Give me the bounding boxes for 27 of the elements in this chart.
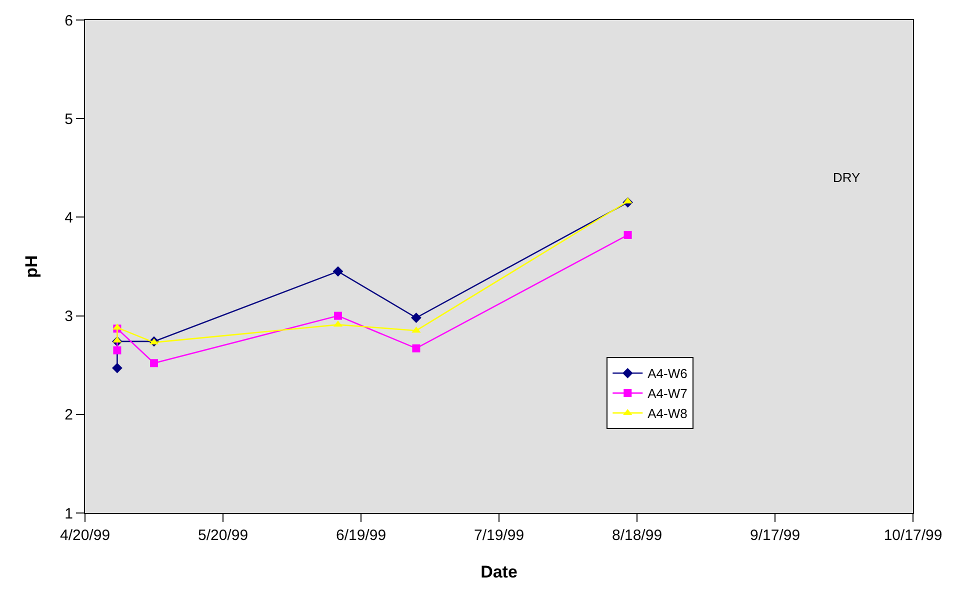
x-tick-label: 4/20/99 [60,527,110,544]
point [113,346,122,354]
x-tick-label: 7/19/99 [474,527,524,544]
point [411,312,422,323]
x-axis-title: Date [480,562,518,582]
point [412,344,420,352]
y-tick-label: 1 [64,505,73,522]
legend-label: A4-W8 [648,406,688,422]
point [624,230,632,239]
legend-label: A4-W7 [648,386,688,402]
annotation: DRY [833,170,861,185]
y-tick-label: 5 [64,110,73,128]
x-tick-label: 10/17/99 [884,527,942,544]
legend-label: A4-W6 [648,366,688,382]
y-tick-label: 3 [64,308,73,326]
point [150,359,158,368]
x-tick-label: 6/19/99 [336,527,386,544]
point [112,362,122,374]
point [332,266,344,277]
x-tick-label: 9/17/99 [750,527,800,544]
y-tick-label: 2 [64,406,73,424]
y-tick-label: 6 [64,12,73,30]
y-tick-label: 4 [64,209,73,226]
x-tick-label: 5/20/99 [198,527,248,544]
y-axis-title: pH [22,255,42,278]
point [334,312,342,320]
x-tick-label: 8/18/99 [612,527,662,544]
